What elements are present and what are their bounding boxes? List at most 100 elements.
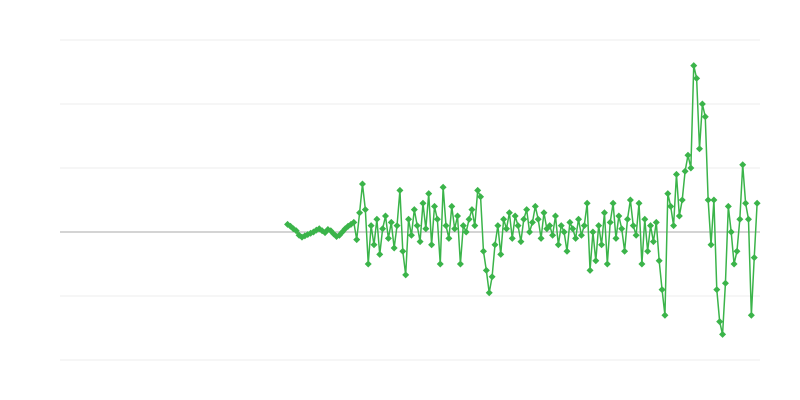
data-point: [678, 196, 686, 204]
data-point: [609, 199, 617, 207]
data-point: [387, 218, 395, 226]
data-point: [598, 241, 606, 249]
data-point: [456, 260, 464, 268]
data-point: [390, 244, 398, 252]
data-point: [384, 234, 392, 242]
data-point: [626, 196, 634, 204]
data-point: [629, 222, 637, 230]
data-point: [410, 206, 418, 214]
data-point: [704, 196, 712, 204]
data-point: [638, 260, 646, 268]
data-point: [373, 215, 381, 223]
data-point: [577, 231, 585, 239]
data-point: [442, 222, 450, 230]
data-point: [733, 247, 741, 255]
data-point: [517, 238, 525, 246]
data-point: [508, 234, 516, 242]
data-point: [416, 238, 424, 246]
data-point: [350, 218, 358, 226]
data-point: [595, 222, 603, 230]
data-point: [655, 257, 663, 265]
data-point: [707, 241, 715, 249]
data-point: [379, 225, 387, 233]
data-point: [474, 186, 482, 194]
data-point: [364, 260, 372, 268]
data-line: [287, 65, 758, 335]
data-point: [739, 161, 747, 169]
data-point: [528, 218, 536, 226]
data-point: [644, 247, 652, 255]
data-point: [649, 238, 657, 246]
data-point: [557, 222, 565, 230]
data-point: [396, 186, 404, 194]
data-point: [600, 209, 608, 217]
data-point: [422, 225, 430, 233]
data-point: [505, 209, 513, 217]
data-point: [716, 318, 724, 326]
data-point: [451, 225, 459, 233]
data-point: [744, 215, 752, 223]
data-point: [376, 250, 384, 258]
data-point: [747, 311, 755, 319]
data-point: [675, 212, 683, 220]
data-point: [465, 215, 473, 223]
data-point: [690, 62, 698, 70]
data-point: [399, 247, 407, 255]
data-point: [586, 266, 594, 274]
data-point: [462, 228, 470, 236]
data-point: [523, 206, 531, 214]
data-point: [701, 113, 709, 121]
data-point: [667, 202, 675, 210]
data-point: [497, 250, 505, 258]
data-point: [661, 311, 669, 319]
data-point: [531, 202, 539, 210]
data-point: [647, 222, 655, 230]
data-point: [603, 260, 611, 268]
data-point: [566, 218, 574, 226]
data-point: [635, 199, 643, 207]
data-point: [454, 212, 462, 220]
data-point: [393, 222, 401, 230]
data-point: [632, 231, 640, 239]
data-point: [471, 222, 479, 230]
data-point: [730, 260, 738, 268]
data-point: [407, 231, 415, 239]
data-point: [710, 196, 718, 204]
data-point: [549, 231, 557, 239]
data-point: [500, 215, 508, 223]
data-point: [575, 215, 583, 223]
data-point: [511, 212, 519, 220]
data-point: [592, 257, 600, 265]
data-point: [370, 241, 378, 249]
data-point: [681, 167, 689, 175]
data-point: [742, 199, 750, 207]
data-point: [445, 234, 453, 242]
data-point: [563, 247, 571, 255]
data-point: [583, 199, 591, 207]
data-point: [652, 218, 660, 226]
data-point: [488, 273, 496, 281]
data-point: [402, 271, 410, 279]
data-point: [658, 286, 666, 294]
data-point: [719, 330, 727, 338]
data-point: [439, 183, 447, 191]
data-point: [405, 215, 413, 223]
data-point: [448, 202, 456, 210]
data-point: [520, 215, 528, 223]
data-point: [367, 222, 375, 230]
data-point: [430, 202, 438, 210]
data-point: [534, 215, 542, 223]
data-point: [459, 222, 467, 230]
data-point: [358, 180, 366, 188]
data-point: [551, 212, 559, 220]
data-point: [546, 222, 554, 230]
data-point: [537, 234, 545, 242]
data-point: [724, 202, 732, 210]
data-point: [292, 227, 300, 235]
data-point: [479, 247, 487, 255]
data-point: [569, 225, 577, 233]
data-point: [353, 236, 361, 244]
data-point: [750, 254, 758, 262]
data-point: [560, 228, 568, 236]
